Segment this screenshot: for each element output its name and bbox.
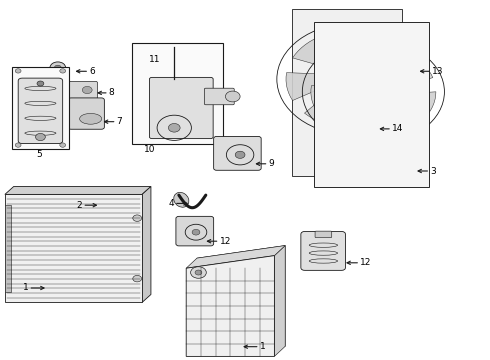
Polygon shape	[186, 256, 274, 356]
Text: 13: 13	[432, 67, 443, 76]
Circle shape	[339, 69, 367, 89]
Text: 12: 12	[220, 237, 231, 246]
Polygon shape	[360, 46, 395, 82]
Text: 6: 6	[89, 67, 95, 76]
Text: 2: 2	[77, 201, 82, 210]
Polygon shape	[311, 86, 359, 112]
Text: 3: 3	[430, 166, 436, 175]
Polygon shape	[350, 90, 394, 128]
Circle shape	[60, 69, 66, 73]
Text: 8: 8	[109, 88, 115, 97]
Polygon shape	[366, 41, 416, 78]
Polygon shape	[328, 98, 366, 136]
Polygon shape	[386, 56, 433, 91]
Circle shape	[361, 82, 386, 101]
Circle shape	[15, 143, 21, 147]
Text: 9: 9	[269, 159, 274, 168]
FancyBboxPatch shape	[149, 77, 213, 139]
FancyBboxPatch shape	[301, 231, 345, 270]
Polygon shape	[286, 73, 337, 100]
Ellipse shape	[391, 170, 401, 181]
Bar	[5, 194, 142, 302]
Text: 10: 10	[144, 145, 155, 154]
Polygon shape	[274, 246, 285, 356]
Text: 1: 1	[23, 284, 28, 292]
Circle shape	[37, 81, 44, 86]
Polygon shape	[384, 92, 436, 117]
Bar	[292, 9, 402, 176]
Polygon shape	[197, 246, 285, 346]
Circle shape	[225, 91, 240, 102]
Circle shape	[60, 143, 66, 147]
Bar	[132, 43, 223, 144]
Circle shape	[133, 275, 142, 282]
Bar	[5, 205, 11, 292]
FancyBboxPatch shape	[68, 98, 104, 129]
Polygon shape	[293, 37, 348, 71]
Circle shape	[50, 62, 66, 73]
Polygon shape	[338, 30, 376, 69]
Circle shape	[15, 69, 21, 73]
FancyBboxPatch shape	[69, 81, 98, 99]
Polygon shape	[317, 52, 369, 84]
Circle shape	[82, 86, 92, 94]
FancyBboxPatch shape	[176, 216, 214, 246]
Bar	[12, 67, 69, 149]
Polygon shape	[371, 102, 413, 138]
Circle shape	[54, 65, 61, 70]
Circle shape	[36, 134, 45, 141]
Circle shape	[192, 229, 200, 235]
Bar	[314, 22, 429, 187]
FancyBboxPatch shape	[214, 136, 261, 170]
Circle shape	[195, 270, 202, 275]
FancyBboxPatch shape	[315, 231, 332, 238]
Text: 12: 12	[360, 258, 371, 267]
Polygon shape	[364, 79, 419, 106]
Text: 5: 5	[36, 150, 42, 159]
Text: 14: 14	[392, 124, 403, 133]
Ellipse shape	[79, 113, 102, 124]
FancyBboxPatch shape	[18, 78, 63, 144]
Circle shape	[235, 151, 245, 158]
Text: 7: 7	[117, 117, 122, 126]
Text: 11: 11	[148, 55, 160, 64]
Circle shape	[169, 123, 180, 132]
Circle shape	[191, 267, 206, 278]
Polygon shape	[186, 246, 285, 268]
FancyBboxPatch shape	[204, 88, 234, 105]
Ellipse shape	[174, 192, 189, 207]
Polygon shape	[142, 186, 151, 302]
Text: 4: 4	[169, 199, 174, 208]
Polygon shape	[304, 85, 345, 127]
Text: 1: 1	[260, 342, 266, 351]
Polygon shape	[5, 186, 151, 194]
Circle shape	[133, 215, 142, 221]
